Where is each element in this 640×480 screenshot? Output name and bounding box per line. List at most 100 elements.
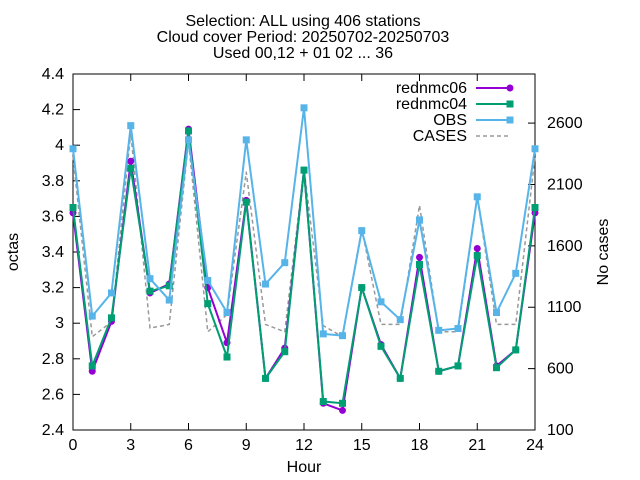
y-tick-label: 4.4	[42, 66, 64, 83]
x-tick-label: 18	[411, 437, 429, 454]
chart-title: Selection: ALL using 406 stations Cloud …	[157, 13, 450, 62]
data-point-rednmc04	[493, 364, 500, 372]
data-point-rednmc04	[454, 362, 462, 370]
x-axis-ticks: 0 3 6 9 12 15 18 21 24	[69, 74, 544, 454]
data-point-obs	[204, 276, 212, 284]
y-tick-label: 3.4	[42, 244, 64, 261]
legend-label-rednmc06: rednmc06	[396, 80, 467, 97]
data-point-obs	[416, 216, 423, 224]
y-tick-label: 4	[55, 137, 64, 154]
data-point-rednmc04	[377, 342, 385, 350]
data-point-rednmc04	[473, 252, 481, 260]
data-point-rednmc06	[339, 406, 346, 414]
data-point-obs	[242, 136, 250, 144]
series-layer	[69, 104, 539, 414]
x-tick-label: 12	[295, 437, 313, 454]
title-line-2: Cloud cover Period: 20250702-20250703	[157, 29, 450, 46]
y2-tick-label: 1100	[547, 299, 582, 316]
x-tick-label: 3	[126, 437, 135, 454]
data-point-obs	[473, 193, 481, 201]
data-point-obs	[358, 227, 366, 235]
data-point-rednmc04	[127, 164, 135, 172]
data-point-obs	[339, 332, 346, 340]
y-tick-label: 2.6	[42, 386, 64, 403]
legend-label-obs: OBS	[433, 112, 467, 129]
data-point-rednmc06	[473, 244, 481, 252]
y2-axis-label: No cases	[595, 219, 612, 286]
data-point-obs	[454, 325, 462, 333]
data-point-rednmc04	[108, 314, 115, 322]
data-point-rednmc04	[69, 204, 77, 211]
data-point-obs	[262, 280, 269, 288]
y-tick-label: 3.2	[42, 280, 64, 297]
data-point-rednmc04	[416, 260, 423, 268]
title-line-1: Selection: ALL using 406 stations	[185, 13, 420, 30]
data-point-obs	[88, 312, 96, 320]
data-point-obs	[300, 104, 308, 112]
x-axis-label: Hour	[287, 459, 322, 476]
data-point-rednmc04	[512, 346, 520, 354]
data-point-rednmc04	[242, 198, 250, 206]
y-tick-label: 4.2	[42, 102, 64, 119]
x-tick-label: 24	[526, 437, 544, 454]
data-point-rednmc06	[127, 157, 135, 165]
y-axis-label: octas	[5, 233, 22, 271]
data-point-rednmc04	[281, 348, 289, 356]
data-point-obs	[281, 259, 289, 267]
data-point-rednmc04	[396, 374, 404, 382]
x-tick-label: 0	[69, 437, 78, 454]
data-point-obs	[377, 298, 385, 306]
data-point-rednmc04	[88, 362, 96, 370]
legend-label-cases: CASES	[413, 128, 467, 145]
y2-tick-label: 600	[547, 361, 574, 378]
legend-label-rednmc04: rednmc04	[396, 96, 467, 113]
data-point-obs	[127, 122, 135, 130]
data-point-rednmc04	[339, 399, 346, 407]
y2-tick-label: 100	[547, 422, 574, 439]
data-point-rednmc06	[416, 253, 423, 261]
data-point-rednmc04	[531, 204, 539, 211]
data-point-obs	[512, 269, 520, 277]
data-point-rednmc04	[165, 282, 173, 290]
y2-tick-label: 2100	[547, 176, 583, 193]
data-point-obs	[396, 316, 404, 324]
y-tick-label: 3	[55, 315, 64, 332]
data-point-rednmc04	[358, 284, 366, 292]
series-obs	[69, 104, 539, 340]
data-point-rednmc04	[146, 287, 154, 295]
y-tick-label: 2.8	[42, 351, 64, 368]
y-tick-label: 3.8	[42, 173, 64, 190]
data-point-rednmc04	[319, 398, 327, 406]
data-point-obs	[69, 145, 77, 153]
x-tick-label: 6	[184, 437, 193, 454]
data-point-obs	[319, 330, 327, 338]
series-rednmc04	[69, 127, 539, 407]
legend-marker-rednmc04	[506, 100, 514, 108]
data-point-obs	[165, 296, 173, 304]
data-point-obs	[185, 136, 192, 144]
data-point-rednmc06	[88, 367, 96, 375]
legend-marker-rednmc06	[506, 84, 514, 92]
y-tick-label: 3.6	[42, 208, 64, 225]
data-point-rednmc04	[204, 300, 212, 308]
x-tick-label: 15	[353, 437, 371, 454]
data-point-rednmc04	[223, 353, 231, 361]
y2-tick-label: 1600	[547, 238, 583, 255]
y-tick-label: 2.4	[42, 422, 64, 439]
x-tick-label: 21	[468, 437, 486, 454]
data-point-rednmc04	[300, 166, 308, 174]
data-point-obs	[146, 275, 154, 283]
data-point-obs	[493, 309, 500, 317]
legend-marker-obs	[506, 116, 514, 124]
data-point-obs	[108, 289, 115, 297]
y2-tick-label: 2600	[547, 115, 583, 132]
y-axis-ticks: 2.4 2.6 2.8 3 3.2 3.4 3.6 3.8 4 4.2 4.4	[42, 66, 80, 439]
data-point-rednmc04	[435, 367, 443, 375]
data-point-rednmc04	[185, 127, 192, 135]
title-line-3: Used 00,12 + 01 02 ... 36	[213, 45, 393, 62]
data-point-obs	[223, 309, 231, 317]
x-tick-label: 9	[242, 437, 251, 454]
data-point-obs	[435, 326, 443, 334]
